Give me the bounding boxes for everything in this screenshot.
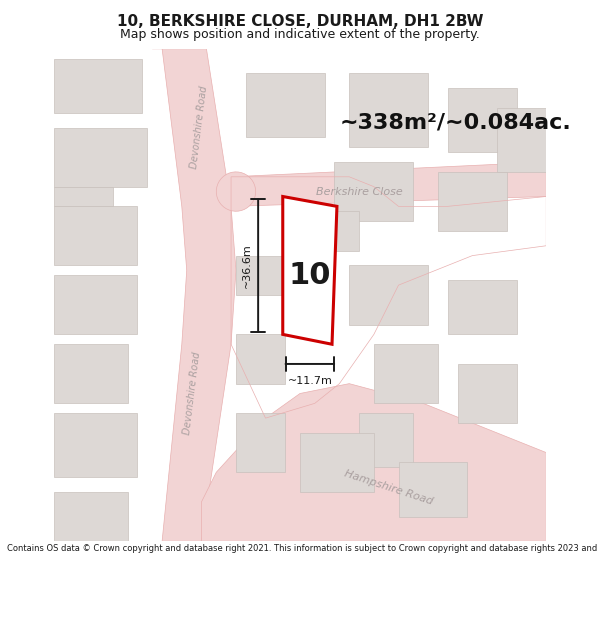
Polygon shape: [497, 108, 546, 172]
Polygon shape: [231, 162, 546, 206]
Polygon shape: [54, 127, 148, 187]
Polygon shape: [334, 162, 413, 221]
Polygon shape: [236, 256, 285, 295]
Text: Devonshire Road: Devonshire Road: [189, 86, 209, 169]
Text: Map shows position and indicative extent of the property.: Map shows position and indicative extent…: [120, 28, 480, 41]
Polygon shape: [448, 88, 517, 152]
Text: ~36.6m: ~36.6m: [242, 243, 252, 288]
Polygon shape: [217, 172, 256, 211]
Polygon shape: [54, 59, 142, 112]
Polygon shape: [202, 384, 546, 541]
Text: Hampshire Road: Hampshire Road: [343, 468, 434, 506]
Polygon shape: [246, 73, 325, 138]
Polygon shape: [458, 364, 517, 423]
Text: Devonshire Road: Devonshire Road: [182, 351, 202, 436]
Text: ~11.7m: ~11.7m: [287, 376, 332, 386]
Polygon shape: [349, 266, 428, 324]
Polygon shape: [54, 206, 137, 266]
Polygon shape: [300, 433, 374, 492]
Text: ~338m²/~0.084ac.: ~338m²/~0.084ac.: [340, 112, 571, 132]
Text: 10, BERKSHIRE CLOSE, DURHAM, DH1 2BW: 10, BERKSHIRE CLOSE, DURHAM, DH1 2BW: [117, 14, 483, 29]
Polygon shape: [438, 172, 507, 231]
Polygon shape: [152, 49, 236, 541]
Text: Berkshire Close: Berkshire Close: [316, 187, 403, 197]
Polygon shape: [236, 334, 285, 384]
Polygon shape: [236, 413, 285, 472]
Polygon shape: [349, 73, 428, 148]
Text: Contains OS data © Crown copyright and database right 2021. This information is : Contains OS data © Crown copyright and d…: [7, 544, 600, 553]
Polygon shape: [54, 344, 128, 403]
Polygon shape: [54, 275, 137, 334]
Text: 10: 10: [289, 261, 331, 290]
Polygon shape: [283, 196, 337, 344]
Polygon shape: [54, 492, 128, 541]
Polygon shape: [398, 462, 467, 517]
Polygon shape: [359, 413, 413, 468]
Polygon shape: [54, 187, 113, 206]
Polygon shape: [448, 280, 517, 334]
Polygon shape: [54, 413, 137, 478]
Polygon shape: [374, 344, 438, 403]
Polygon shape: [305, 211, 359, 251]
